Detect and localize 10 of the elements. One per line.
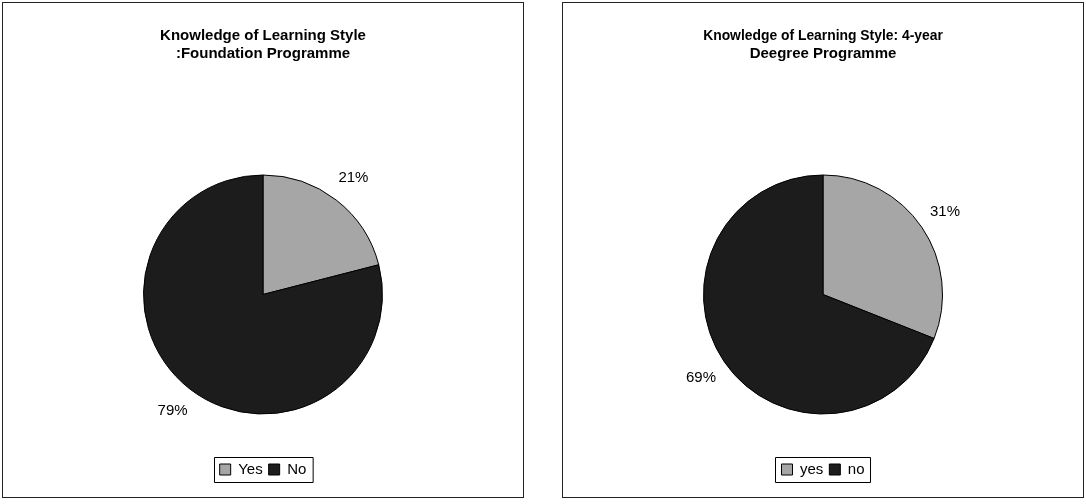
legend-label: No	[287, 459, 307, 477]
legend-label: yes	[799, 459, 824, 477]
data-label: 69%	[685, 367, 717, 385]
data-label: 31%	[929, 201, 961, 219]
chart-title: Knowledge of Learning Style :Foundation Programme	[160, 26, 366, 62]
data-label: 79%	[157, 401, 188, 419]
legend-label: Yes	[238, 459, 263, 477]
data-label: 21%	[338, 168, 369, 186]
chart-title: Knowledge of Learning Style: 4-year Deegree Programme	[703, 26, 944, 62]
legend-label: no	[847, 459, 865, 477]
